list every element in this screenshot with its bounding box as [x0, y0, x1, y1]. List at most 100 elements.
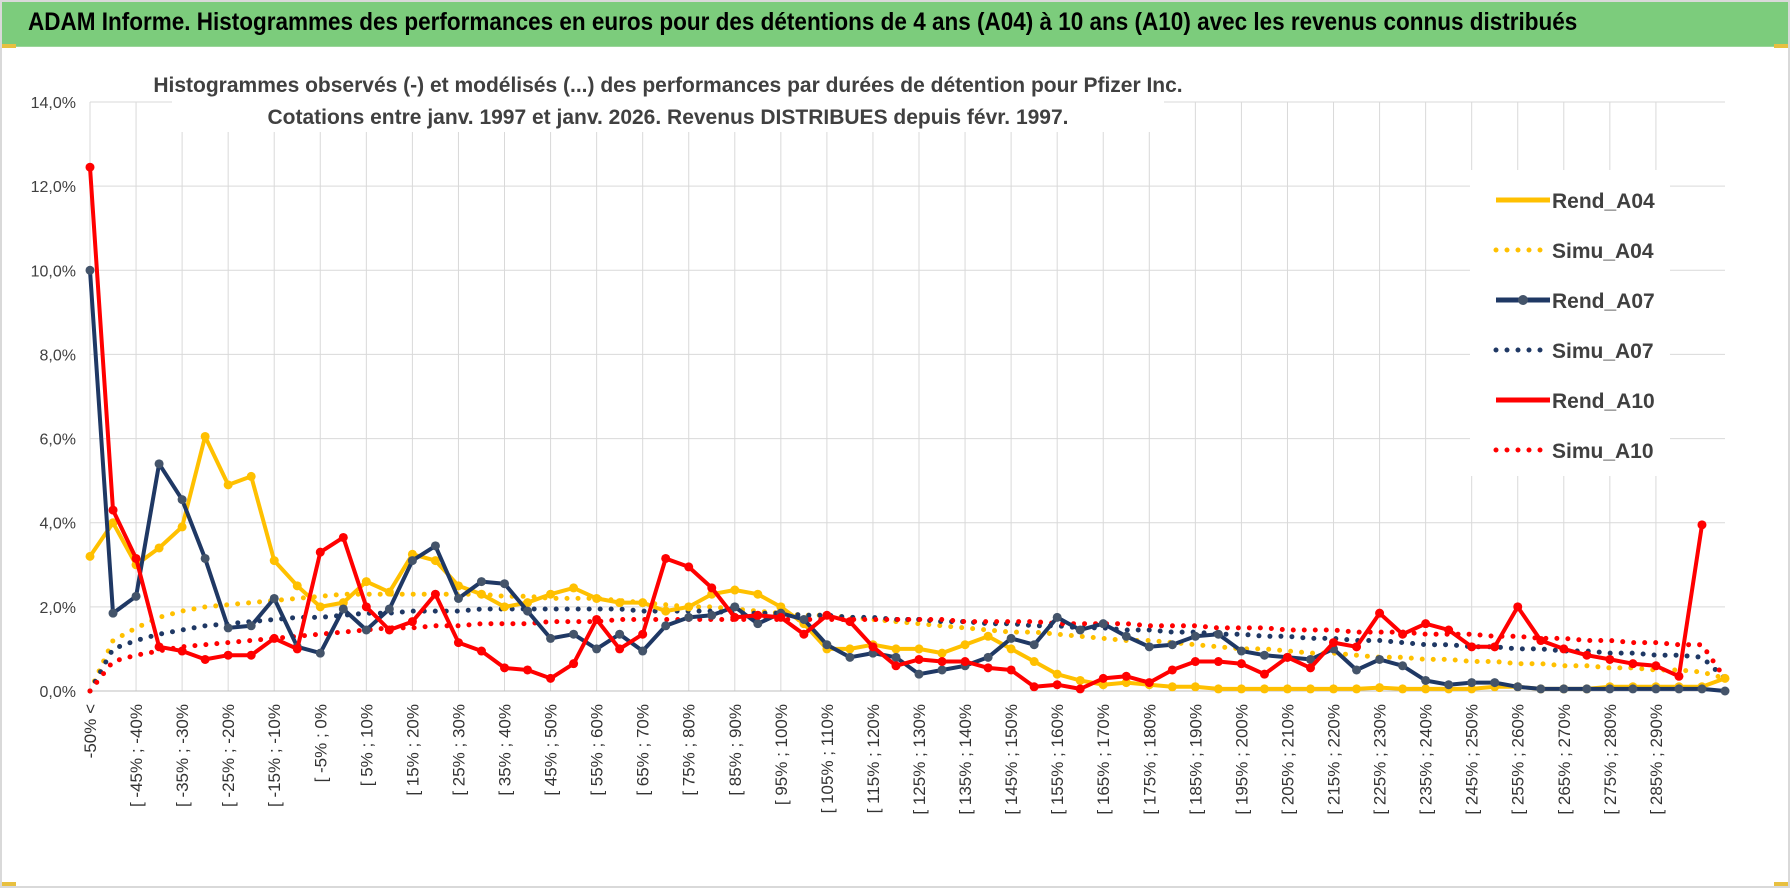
- x-tick-label: [ 185% ; 190%: [1186, 704, 1205, 815]
- data-point-Rend_A07: [1375, 654, 1385, 664]
- data-point-Rend_A07: [315, 648, 325, 658]
- data-point-Rend_A10: [1259, 669, 1269, 679]
- data-point-Rend_A04: [1305, 684, 1315, 694]
- data-point-Rend_A10: [730, 612, 740, 622]
- y-tick-label: 12,0%: [31, 179, 76, 196]
- data-point-Rend_A10: [799, 629, 809, 639]
- x-tick-label: [ 5% ; 10%: [357, 704, 376, 786]
- data-point-Rend_A04: [1375, 683, 1385, 693]
- legend: Rend_A04 Simu_A04 Rend_A07 Simu_A07 Rend_A10…: [1493, 190, 1655, 463]
- banner-title: ADAM Informe. Histogrammes des performan…: [28, 8, 1578, 36]
- data-point-Rend_A07: [1628, 684, 1638, 694]
- data-point-Rend_A04: [776, 602, 786, 612]
- data-point-Rend_A10: [1674, 671, 1684, 681]
- data-point-Rend_A07: [983, 652, 993, 662]
- data-point-Rend_A10: [983, 663, 993, 673]
- data-point-Rend_A10: [108, 505, 118, 515]
- legend-label: Simu_A04: [1552, 240, 1654, 263]
- data-point-Rend_A10: [753, 610, 763, 620]
- data-point-Rend_A04: [730, 585, 740, 595]
- data-point-Rend_A07: [269, 593, 279, 603]
- data-point-Rend_A10: [776, 612, 786, 622]
- data-point-Rend_A07: [430, 541, 440, 551]
- data-point-Rend_A10: [131, 553, 141, 563]
- data-point-Rend_A07: [1029, 640, 1039, 650]
- data-point-Rend_A10: [500, 663, 510, 673]
- data-point-Rend_A07: [1144, 642, 1154, 652]
- data-point-Rend_A10: [1490, 642, 1500, 652]
- data-point-Rend_A04: [523, 598, 533, 608]
- data-point-Rend_A10: [154, 642, 164, 652]
- x-tick-label: [ 115% ; 120%: [864, 704, 883, 813]
- data-point-Rend_A10: [384, 625, 394, 635]
- data-point-Rend_A07: [1167, 640, 1177, 650]
- data-point-Rend_A07: [85, 265, 95, 275]
- data-point-Rend_A10: [1329, 638, 1339, 648]
- data-point-Rend_A07: [1536, 684, 1546, 694]
- x-tick-label: [ 235% ; 240%: [1417, 704, 1436, 815]
- x-tick-label: [ -45% ; -40%: [127, 704, 146, 807]
- data-point-Rend_A07: [1213, 629, 1223, 639]
- x-tick-label: [ 125% ; 130%: [910, 704, 929, 815]
- data-point-Rend_A04: [937, 648, 947, 658]
- data-point-Rend_A10: [1398, 629, 1408, 639]
- x-tick-label: [ 205% ; 210%: [1278, 704, 1297, 815]
- data-point-Rend_A07: [1259, 650, 1269, 660]
- data-point-Rend_A04: [569, 583, 579, 593]
- legend-label: Rend_A10: [1552, 390, 1655, 413]
- data-point-Rend_A07: [361, 625, 371, 635]
- data-point-Rend_A10: [1236, 659, 1246, 669]
- data-point-Rend_A07: [1697, 684, 1707, 694]
- data-point-Rend_A07: [707, 610, 717, 620]
- series-Simu_A10: [87, 617, 1728, 694]
- data-point-Rend_A07: [1398, 661, 1408, 671]
- data-point-Rend_A10: [246, 650, 256, 660]
- data-point-Rend_A04: [1236, 684, 1246, 694]
- data-point-Rend_A04: [546, 589, 556, 599]
- data-point-Rend_A10: [592, 614, 602, 624]
- x-tick-label: [ 285% ; 290%: [1647, 704, 1666, 815]
- series-Simu_A04: [87, 591, 1728, 694]
- corner-accent-left: [2, 44, 16, 48]
- x-tick-label: [ 145% ; 150%: [1002, 704, 1021, 815]
- y-tick-label: 2,0%: [40, 600, 76, 617]
- data-point-Rend_A04: [1167, 682, 1177, 692]
- x-tick-label: [ 55% ; 60%: [588, 704, 607, 796]
- legend-item-Rend_A07: Rend_A07: [1496, 290, 1655, 313]
- data-point-Rend_A07: [914, 669, 924, 679]
- data-point-Rend_A07: [1720, 686, 1730, 696]
- series-line-Simu_A04: [87, 591, 1728, 694]
- data-point-Rend_A04: [500, 602, 510, 612]
- data-point-Rend_A07: [822, 640, 832, 650]
- data-point-Rend_A10: [453, 638, 463, 648]
- data-point-Rend_A07: [1605, 684, 1615, 694]
- data-point-Rend_A04: [914, 644, 924, 654]
- data-point-Rend_A07: [891, 652, 901, 662]
- x-tick-label: [ 275% ; 280%: [1601, 704, 1620, 815]
- data-point-Rend_A07: [1236, 646, 1246, 656]
- data-point-Rend_A07: [615, 629, 625, 639]
- data-point-Rend_A07: [638, 646, 648, 656]
- data-point-Rend_A10: [1029, 682, 1039, 692]
- data-point-Rend_A10: [684, 562, 694, 572]
- data-point-Rend_A10: [1375, 608, 1385, 618]
- data-point-Rend_A10: [868, 642, 878, 652]
- series-line-Rend_A10: [88, 167, 1704, 691]
- data-point-Rend_A10: [1582, 650, 1592, 660]
- data-point-Rend_A07: [523, 606, 533, 616]
- data-point-Rend_A04: [960, 640, 970, 650]
- x-tick-label: [ 85% ; 90%: [726, 704, 745, 796]
- legend-label: Rend_A07: [1552, 290, 1655, 313]
- data-point-Rend_A04: [1259, 684, 1269, 694]
- data-point-Rend_A04: [200, 431, 210, 441]
- x-tick-label: [ 245% ; 250%: [1463, 704, 1482, 815]
- legend-marker: [1518, 295, 1528, 305]
- chart-title-line1: Histogrammes observés (-) et modélisés (…: [153, 74, 1182, 97]
- data-point-Rend_A10: [1190, 657, 1200, 667]
- data-point-Rend_A04: [269, 556, 279, 566]
- series-Rend_A04: [85, 431, 1730, 694]
- data-point-Rend_A07: [500, 579, 510, 589]
- data-point-Rend_A10: [1467, 642, 1477, 652]
- data-point-Rend_A10: [200, 654, 210, 664]
- data-point-Rend_A10: [1444, 625, 1454, 635]
